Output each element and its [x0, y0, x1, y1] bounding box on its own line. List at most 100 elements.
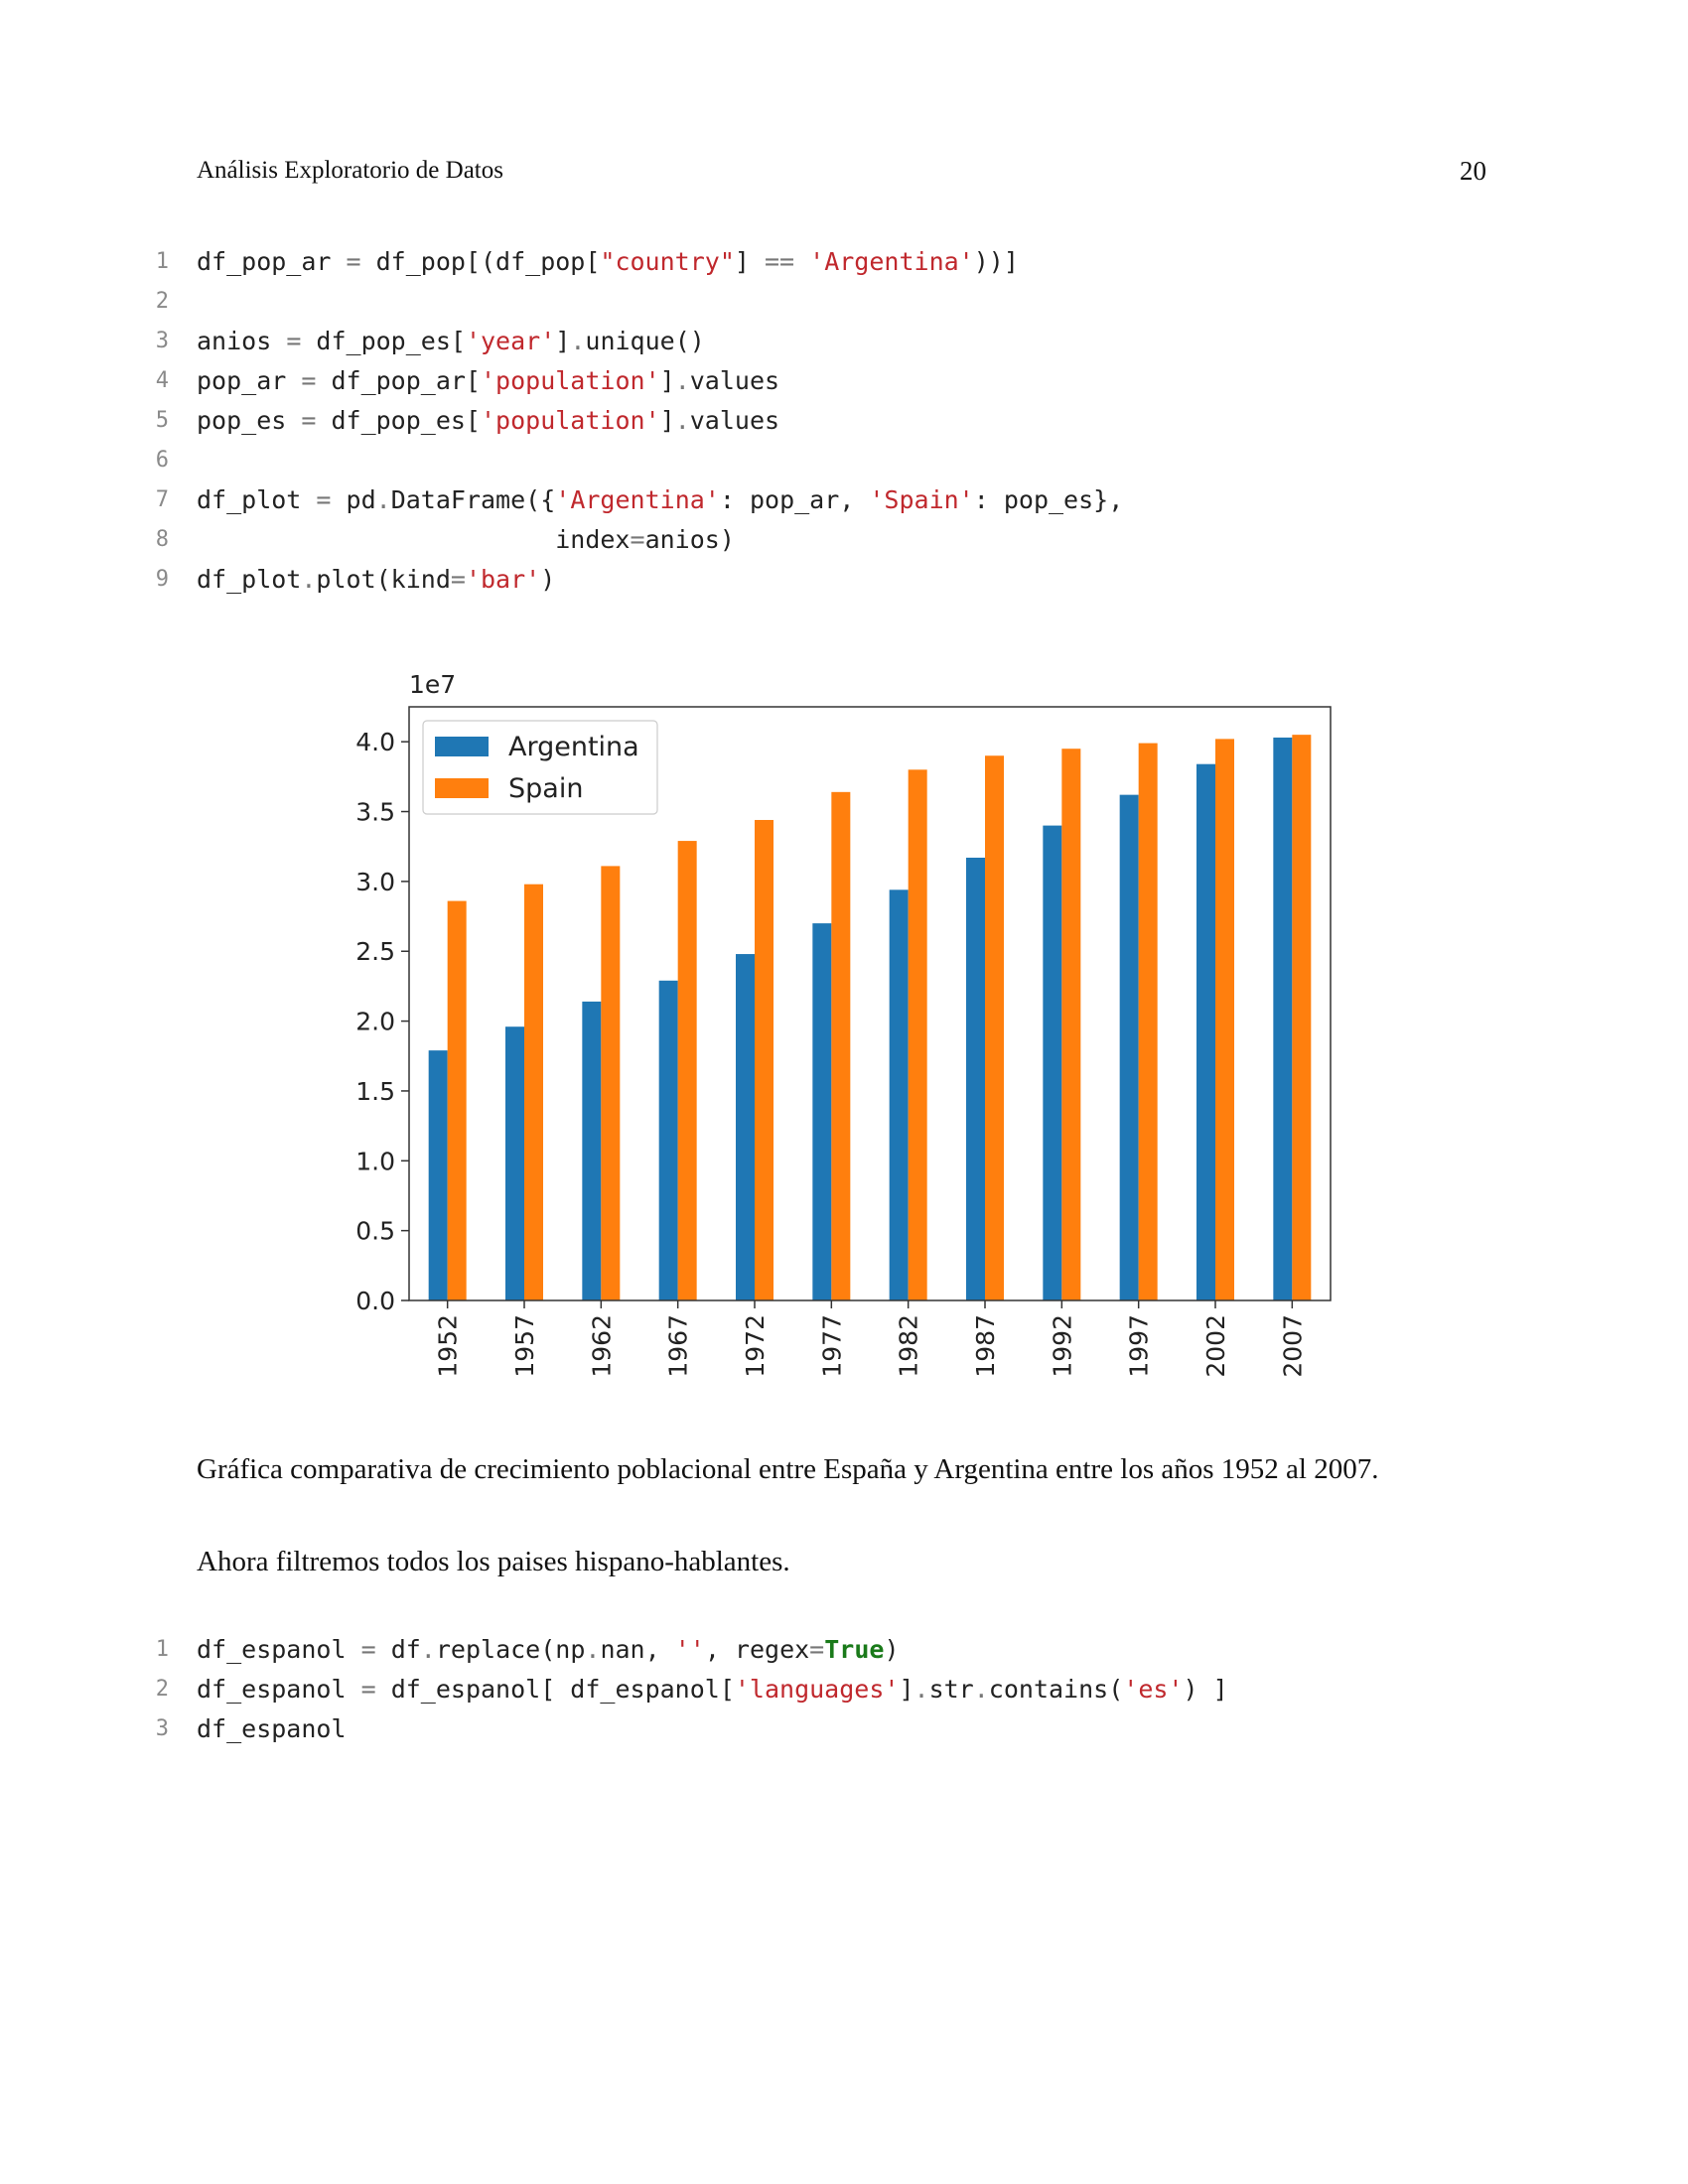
line-number: 9: [155, 567, 169, 592]
code-token: '': [674, 1635, 705, 1664]
y-tick-label: 1.0: [355, 1147, 395, 1175]
code-text: df_espanol: [197, 1709, 347, 1749]
code-token: 'es': [1123, 1675, 1184, 1704]
code-text: df_pop_ar = df_pop[(df_pop["country"] ==…: [197, 242, 1019, 282]
code-token: plot(kind: [316, 565, 451, 594]
code-token: 'population': [481, 406, 660, 435]
code-token: 'year': [465, 327, 556, 355]
code-block-1: 1 df_pop_ar = df_pop[(df_pop["country"] =…: [139, 242, 1529, 610]
legend-label-spain: Spain: [508, 773, 583, 804]
population-bar-chart: 0.0 0.5 1.0 1.5 2.0 2.5 3.0 3.5 4.0 1e7 1952 1957 19…: [355, 670, 1332, 1378]
code-token: True: [824, 1635, 885, 1664]
bar-argentina: [966, 857, 985, 1300]
plot-frame: [408, 706, 1332, 1301]
code-token: [794, 247, 809, 276]
code-text: index=anios): [197, 520, 735, 560]
line-number: 1: [155, 249, 169, 274]
code-token: , regex: [704, 1635, 810, 1664]
line-number: 3: [155, 1716, 169, 1741]
code-token: ]: [659, 366, 675, 395]
page-number: 20: [1460, 156, 1486, 186]
code-token: "country": [600, 247, 735, 276]
code-token: ]: [734, 247, 765, 276]
legend-label-argentina: Argentina: [508, 732, 639, 762]
line-number: 3: [155, 329, 169, 353]
code-token: df_pop_ar[: [316, 366, 481, 395]
code-token: 'bar': [465, 565, 541, 594]
code-token: df_pop_ar: [197, 247, 347, 276]
x-tick-label: 1962: [587, 1314, 616, 1378]
y-tick-label: 4.0: [355, 728, 395, 756]
code-token: DataFrame({: [390, 485, 556, 514]
code-text: pop_ar = df_pop_ar['population'].values: [197, 361, 779, 401]
code-token: values: [689, 366, 780, 395]
x-tick-label: 1992: [1048, 1314, 1076, 1378]
code-token: .: [585, 1635, 601, 1664]
code-text: df_plot.plot(kind='bar'): [197, 560, 555, 600]
bar-argentina: [1043, 825, 1062, 1300]
y-tick-label: 2.5: [355, 937, 395, 966]
bar-spain: [831, 791, 851, 1300]
x-tick-label: 1987: [971, 1314, 1000, 1378]
line-number: 2: [155, 289, 169, 314]
bar-argentina: [505, 1026, 524, 1300]
code-token: =: [360, 1635, 376, 1664]
bar-argentina: [582, 1001, 602, 1300]
bar-argentina: [658, 980, 678, 1300]
y-tick-label: 3.0: [355, 868, 395, 896]
code-token: ): [540, 565, 556, 594]
code-token: =: [809, 1635, 825, 1664]
code-token: ))]: [973, 247, 1019, 276]
bar-spain: [1215, 739, 1234, 1300]
bar-argentina: [1196, 763, 1215, 1300]
code-text: pop_es = df_pop_es['population'].values: [197, 401, 779, 441]
line-number: 2: [155, 1677, 169, 1702]
code-text: df_espanol = df.replace(np.nan, '', rege…: [197, 1630, 900, 1670]
code-text: df_plot = pd.DataFrame({'Argentina': pop…: [197, 480, 1123, 520]
code-text: anios = df_pop_es['year'].unique(): [197, 322, 705, 361]
code-token: df_plot: [197, 565, 302, 594]
code-token: .: [301, 565, 317, 594]
bar-argentina: [428, 1050, 448, 1300]
code-token: .: [674, 366, 690, 395]
code-token: index: [197, 525, 631, 554]
x-tick-label: 1957: [510, 1314, 539, 1378]
code-token: df_espanol: [197, 1714, 347, 1743]
code-token: df: [375, 1635, 421, 1664]
code-token: unique(): [585, 327, 705, 355]
code-token: : pop_ar,: [719, 485, 870, 514]
x-tick-label: 2002: [1201, 1314, 1230, 1378]
code-token: =: [301, 406, 317, 435]
bar-argentina: [736, 954, 755, 1300]
x-tick-label: 1967: [664, 1314, 693, 1378]
bar-spain: [677, 841, 697, 1300]
code-token: contains(: [988, 1675, 1124, 1704]
line-number: 1: [155, 1637, 169, 1662]
code-token: ]: [899, 1675, 914, 1704]
bar-argentina: [1119, 794, 1139, 1300]
code-token: 'Argentina': [555, 485, 720, 514]
code-token: .: [375, 485, 391, 514]
bar-spain: [908, 769, 927, 1300]
bar-argentina: [889, 889, 909, 1300]
x-tick-label: 1977: [817, 1314, 846, 1378]
code-token: anios): [644, 525, 735, 554]
bar-spain: [447, 900, 467, 1300]
bar-spain: [1061, 749, 1081, 1300]
code-token: df_espanol: [197, 1675, 361, 1704]
code-token: .: [674, 406, 690, 435]
code-token: : pop_es},: [973, 485, 1124, 514]
code-token: values: [689, 406, 780, 435]
y-tick-label: 2.0: [355, 1008, 395, 1036]
code-token: df_pop_es[: [301, 327, 466, 355]
code-token: anios: [197, 327, 287, 355]
line-number: 7: [155, 487, 169, 512]
bar-spain: [601, 866, 621, 1300]
line-number: 5: [155, 408, 169, 433]
code-token: =: [450, 565, 466, 594]
code-token: pop_es: [197, 406, 302, 435]
code-token: =: [630, 525, 645, 554]
code-token: =: [301, 366, 317, 395]
code-token: pd: [331, 485, 376, 514]
y-tick-label: 0.0: [355, 1287, 395, 1315]
